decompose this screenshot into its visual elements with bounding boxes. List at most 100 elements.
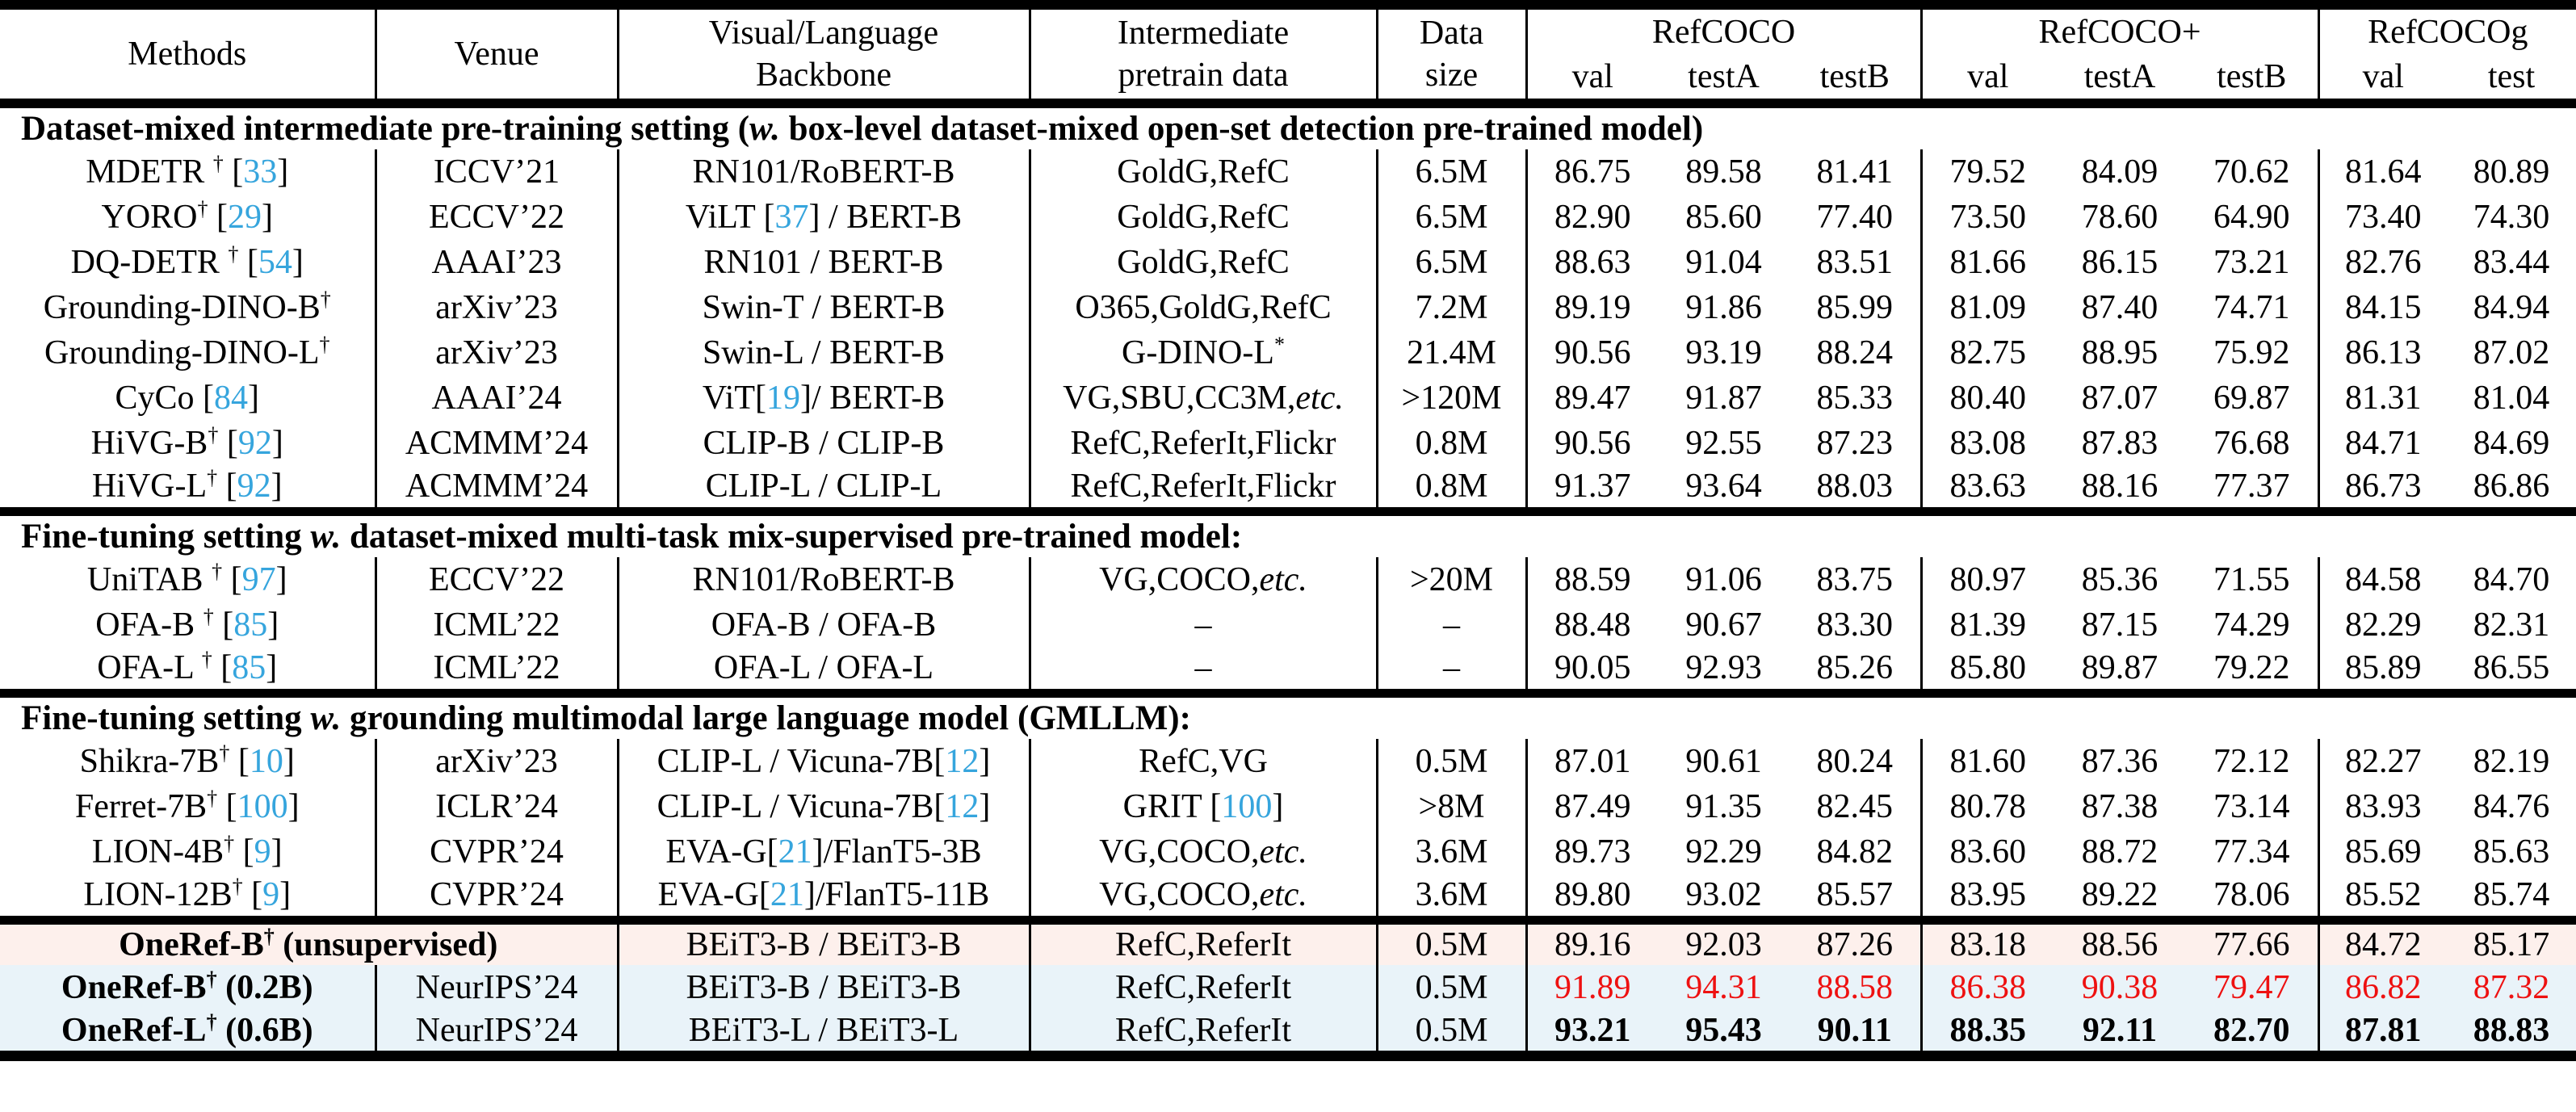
method-cell: CyCo [84]	[115, 380, 260, 417]
score-cell: 87.38	[2081, 788, 2159, 825]
score-cell: 80.78	[1919, 784, 2054, 829]
citation-ref: 85	[232, 649, 266, 687]
venue-cell: arXiv’23	[374, 330, 618, 376]
score-cell: 77.40	[1816, 199, 1894, 236]
score-cell: 80.40	[1919, 376, 2054, 421]
score-cell: 85.69	[2317, 829, 2448, 875]
score-cell: 91.37	[1525, 466, 1658, 511]
table-row: HiVG-L† [92] ACMMM’24 CLIP-L / CLIP-L RefC,…	[0, 466, 2576, 511]
score-cell: 90.38	[2054, 965, 2187, 1010]
score-cell: 79.52	[1919, 149, 2054, 195]
score-cell: 86.15	[2081, 244, 2159, 281]
datasize-cell: >8M	[1375, 784, 1526, 829]
score-cell: 82.76	[2317, 240, 2448, 285]
score-cell: 82.70	[2186, 1010, 2319, 1055]
datasize-cell: >120M	[1375, 376, 1526, 421]
superscript-mark: †	[212, 152, 224, 175]
score-cell: 87.40	[2081, 289, 2159, 326]
superscript-mark: †	[224, 832, 235, 855]
method-cell: HiVG-L† [92]	[91, 466, 283, 506]
group-header-refcoco-plus: RefCOCO+	[1919, 5, 2319, 54]
table-row: Ferret-7B† [100] ICLR’24 CLIP-L / Vicuna-7…	[0, 784, 2576, 829]
table-row: OneRef-L† (0.6B) NeurIPS’24 BEiT3-L / BEiT…	[0, 1010, 2576, 1055]
backbone-cell: CLIP-L / Vicuna-7B[12]	[616, 784, 1030, 829]
backbone-cell: BEiT3-B / BEiT3-B	[616, 915, 1030, 965]
citation-ref: 12	[945, 743, 980, 780]
score-cell: 73.40	[2317, 195, 2448, 240]
score-cell: 81.04	[2473, 380, 2550, 417]
citation-ref: 92	[237, 468, 271, 506]
section-heading-row: Fine-tuning setting w. dataset-mixed mul…	[0, 506, 2576, 557]
score-cell: 73.21	[2213, 244, 2290, 281]
score-cell: 81.39	[1919, 602, 2054, 648]
score-cell: 85.60	[1685, 199, 1762, 236]
score-cell: 74.71	[2213, 289, 2290, 326]
score-cell: 91.89	[1525, 965, 1658, 1010]
backbone-cell: ViLT [37] / BERT-B	[616, 195, 1030, 240]
score-cell: 80.24	[1816, 743, 1894, 780]
score-cell: 92.93	[1685, 649, 1762, 687]
score-cell: 85.36	[2081, 561, 2159, 598]
superscript-mark: †	[232, 875, 243, 899]
superscript-mark: †	[201, 648, 212, 672]
col-header-backbone-line1: Visual/Language	[708, 14, 939, 52]
score-cell: 81.60	[1919, 739, 2054, 784]
col-header-pretrain-line2: pretrain data	[1118, 57, 1289, 94]
score-cell: 83.60	[1919, 829, 2054, 875]
datasize-cell: 0.8M	[1375, 466, 1526, 511]
backbone-cell: OFA-B / OFA-B	[616, 602, 1030, 648]
score-cell: 83.18	[1919, 915, 2054, 965]
pretrain-cell: GoldG,RefC	[1028, 240, 1377, 285]
method-cell: Shikra-7B† [10]	[79, 741, 295, 780]
method-cell: Ferret-7B† [100]	[74, 787, 300, 825]
table-header: Methods Venue Visual/Language Backbone I…	[0, 5, 2576, 103]
table-row: Grounding-DINO-B† arXiv’23 Swin-T / BERT-B…	[0, 285, 2576, 330]
score-cell: 77.37	[2213, 468, 2290, 506]
score-cell: 89.58	[1685, 153, 1762, 191]
score-cell: 85.57	[1816, 876, 1894, 914]
score-cell: 72.12	[2213, 743, 2290, 780]
score-cell: 85.33	[1816, 380, 1894, 417]
superscript-mark: †	[319, 333, 330, 356]
citation-ref: 9	[262, 876, 280, 914]
score-cell: 90.05	[1525, 648, 1658, 693]
method-cell: MDETR † [33]	[86, 152, 289, 191]
table-row: OFA-B † [85] ICML’22 OFA-B / OFA-B – –88.48 9…	[0, 602, 2576, 648]
score-cell: 89.80	[1525, 875, 1658, 920]
pretrain-cell: VG,SBU,CC3M,etc.	[1028, 376, 1377, 421]
method-cell: OFA-L † [85]	[97, 648, 278, 687]
pretrain-cell: VG,COCO,etc.	[1028, 875, 1377, 920]
score-cell: 73.14	[2213, 788, 2290, 825]
score-cell: 88.03	[1816, 468, 1894, 506]
venue-cell: ACMMM’24	[374, 421, 618, 466]
score-cell: 88.48	[1525, 602, 1658, 648]
score-cell: 88.83	[2447, 1010, 2576, 1055]
subcol-header-refcocoplus-testb: testB	[2217, 57, 2287, 95]
score-cell: 93.64	[1685, 468, 1762, 506]
superscript-mark: †	[228, 242, 239, 266]
citation-ref: 92	[237, 425, 272, 462]
score-cell: 91.06	[1685, 561, 1762, 598]
score-cell: 82.27	[2317, 739, 2448, 784]
pretrain-cell: RefC,VG	[1028, 739, 1377, 784]
table-row: DQ-DETR † [54] AAAI’23 RN101 / BERT-B GoldG…	[0, 240, 2576, 285]
superscript-mark: †	[208, 423, 219, 447]
score-cell: 77.34	[2213, 833, 2290, 871]
pretrain-cell: GoldG,RefC	[1028, 195, 1377, 240]
score-cell: 92.55	[1685, 425, 1762, 462]
datasize-cell: 3.6M	[1375, 829, 1526, 875]
score-cell: 69.87	[2213, 380, 2290, 417]
score-cell: 82.90	[1525, 195, 1658, 240]
score-cell: 87.02	[2473, 334, 2550, 371]
score-cell: 83.93	[2317, 784, 2448, 829]
method-cell: Grounding-DINO-B†	[43, 287, 331, 326]
citation-ref: 84	[214, 380, 249, 417]
venue-cell: arXiv’23	[374, 739, 618, 784]
score-cell: 90.67	[1685, 606, 1762, 644]
score-cell: 92.29	[1685, 833, 1762, 871]
backbone-cell: RN101 / BERT-B	[616, 240, 1030, 285]
superscript-mark: †	[207, 787, 218, 810]
score-cell: 84.72	[2317, 915, 2448, 965]
venue-cell: AAAI’24	[374, 376, 618, 421]
score-cell: 89.19	[1525, 285, 1658, 330]
